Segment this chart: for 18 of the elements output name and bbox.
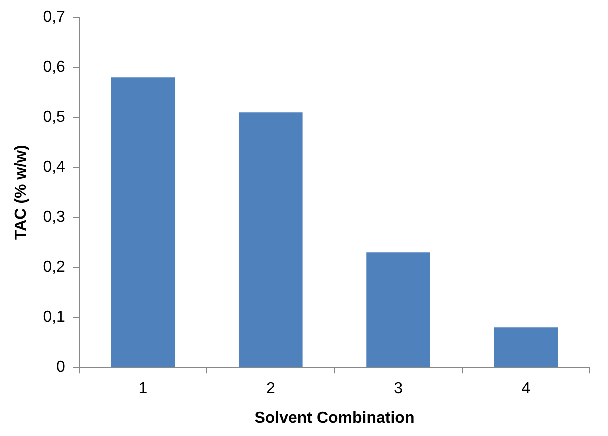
y-tick-label: 0,6 (43, 59, 66, 76)
bar (366, 252, 430, 368)
y-tick-label: 0 (56, 359, 66, 376)
x-tick-label: 4 (522, 380, 531, 398)
x-tick-label: 2 (266, 380, 276, 398)
y-tick-label: 0,1 (43, 309, 66, 326)
y-axis-title: TAC (% w/w) (13, 145, 30, 240)
bar (494, 328, 558, 368)
bar (238, 112, 303, 368)
y-tick-label: 0,5 (43, 109, 66, 126)
y-tick-label: 0,4 (43, 159, 66, 176)
y-tick-label: 0,7 (43, 9, 66, 26)
y-tick-label: 0,3 (43, 209, 66, 226)
y-tick-label: 0,2 (43, 259, 66, 276)
bar (111, 78, 176, 368)
x-tick-label: 1 (138, 380, 148, 398)
x-tick-label: 3 (394, 380, 404, 398)
x-axis-title: Solvent Combination (254, 410, 415, 427)
